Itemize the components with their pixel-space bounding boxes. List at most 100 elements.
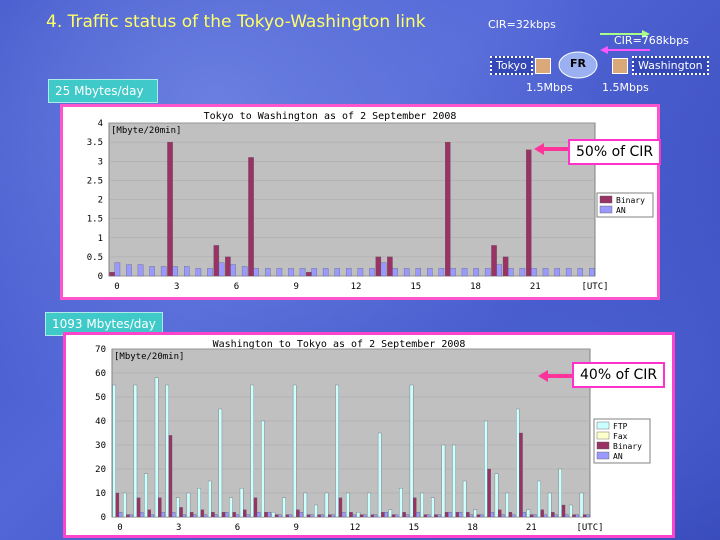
bar-ftp bbox=[133, 384, 138, 518]
bar-ftp bbox=[569, 504, 573, 518]
bar-ftp bbox=[282, 497, 286, 518]
bar-ftp bbox=[176, 497, 180, 518]
bar-ftp bbox=[271, 512, 276, 518]
bar-an bbox=[508, 268, 514, 277]
y-tick-label: 10 bbox=[95, 489, 106, 499]
bar-an bbox=[448, 512, 452, 518]
bar-binary bbox=[136, 497, 141, 518]
x-tick-label: 6 bbox=[235, 523, 240, 533]
top-volume-callout: 25 Mbytes/day bbox=[48, 79, 158, 103]
bar-ftp bbox=[356, 512, 361, 518]
bar-binary bbox=[338, 497, 343, 518]
bar-ftp bbox=[324, 492, 329, 518]
bar-an bbox=[542, 268, 549, 277]
bar-binary bbox=[561, 504, 566, 518]
bar-an bbox=[150, 514, 155, 518]
bar-ftp bbox=[144, 473, 148, 518]
bar-an bbox=[288, 514, 293, 518]
bar-an bbox=[554, 514, 558, 518]
y-tick-label: 1.5 bbox=[87, 215, 103, 225]
bar-binary bbox=[444, 141, 451, 277]
bar-binary bbox=[179, 507, 183, 518]
x-tick-label: 12 bbox=[351, 282, 362, 292]
y-axis-label: [Mbyte/20min] bbox=[111, 126, 181, 136]
bar-ftp bbox=[473, 509, 478, 518]
tokyo-node: Tokyo bbox=[490, 56, 533, 75]
bar-an bbox=[278, 514, 282, 518]
bottom-pct-arrow-icon bbox=[538, 367, 574, 386]
bar-ftp bbox=[261, 420, 265, 518]
bar-binary bbox=[248, 157, 254, 277]
bar-an bbox=[501, 514, 505, 518]
x-tick-label: 9 bbox=[294, 523, 299, 533]
bar-binary bbox=[582, 514, 587, 518]
bar-an bbox=[405, 514, 410, 518]
bar-ftp bbox=[239, 488, 244, 518]
bar-an bbox=[479, 514, 484, 518]
bar-binary bbox=[476, 514, 481, 518]
bar-an bbox=[564, 514, 569, 518]
bar-binary bbox=[375, 256, 382, 277]
bar-ftp bbox=[165, 384, 169, 518]
bar-an bbox=[171, 512, 176, 518]
bar-ftp bbox=[462, 480, 467, 518]
bar-binary bbox=[519, 432, 523, 518]
bar-an bbox=[531, 268, 537, 277]
bar-an bbox=[265, 268, 271, 277]
y-tick-label: 2.5 bbox=[87, 176, 103, 186]
bar-an bbox=[114, 262, 121, 277]
y-tick-label: 40 bbox=[95, 417, 106, 427]
bar-an bbox=[415, 268, 421, 277]
bar-ftp bbox=[303, 492, 308, 518]
bar-binary bbox=[232, 512, 236, 518]
washington-to-tokyo-chart: Washington to Tokyo as of 2 September 20… bbox=[66, 335, 672, 535]
bar-binary bbox=[317, 514, 321, 518]
bar-an bbox=[139, 512, 144, 518]
bar-an bbox=[267, 512, 271, 518]
legend-label: Fax bbox=[613, 432, 628, 441]
cir-low-label: CIR=32kbps bbox=[488, 18, 556, 31]
bar-ftp bbox=[526, 509, 531, 518]
x-tick-label: [UTC] bbox=[576, 523, 603, 533]
bar-ftp bbox=[207, 480, 212, 518]
legend-label: AN bbox=[616, 206, 626, 215]
bar-an bbox=[575, 514, 579, 518]
network-diagram: CIR=32kbps CIR=768kbps Tokyo FR Washingt… bbox=[480, 10, 710, 105]
bar-an bbox=[416, 512, 420, 518]
bar-an bbox=[522, 512, 526, 518]
x-tick-label: 3 bbox=[174, 282, 179, 292]
router-icon-2 bbox=[612, 58, 628, 74]
bar-ftp bbox=[537, 480, 541, 518]
bar-ftp bbox=[494, 473, 499, 518]
bar-binary bbox=[328, 514, 332, 518]
bar-binary bbox=[225, 256, 231, 277]
legend-swatch bbox=[596, 451, 610, 460]
bar-ftp bbox=[229, 497, 233, 518]
bar-an bbox=[589, 268, 595, 277]
bar-ftp bbox=[399, 488, 403, 518]
x-tick-label: [UTC] bbox=[581, 282, 608, 292]
x-tick-label: 0 bbox=[114, 282, 119, 292]
chart-title: Washington to Tokyo as of 2 September 20… bbox=[213, 339, 466, 350]
bar-an bbox=[276, 268, 283, 277]
bar-an bbox=[554, 268, 560, 277]
bar-an bbox=[511, 514, 516, 518]
y-tick-label: 60 bbox=[95, 369, 106, 379]
bar-binary bbox=[221, 512, 226, 518]
bar-binary bbox=[200, 509, 205, 518]
bar-an bbox=[161, 512, 165, 518]
bar-an bbox=[299, 512, 303, 518]
legend-swatch bbox=[599, 205, 613, 214]
bar-binary bbox=[359, 514, 364, 518]
bar-an bbox=[299, 268, 306, 277]
bar-an bbox=[126, 264, 132, 277]
bar-an bbox=[160, 266, 167, 277]
bar-an bbox=[363, 514, 367, 518]
bar-ftp bbox=[452, 444, 456, 518]
bar-binary bbox=[508, 512, 513, 518]
bar-ftp bbox=[409, 384, 414, 518]
speed-right-label: 1.5Mbps bbox=[602, 81, 649, 94]
x-tick-label: 6 bbox=[234, 282, 239, 292]
bar-ftp bbox=[123, 492, 127, 518]
bar-binary bbox=[158, 497, 162, 518]
